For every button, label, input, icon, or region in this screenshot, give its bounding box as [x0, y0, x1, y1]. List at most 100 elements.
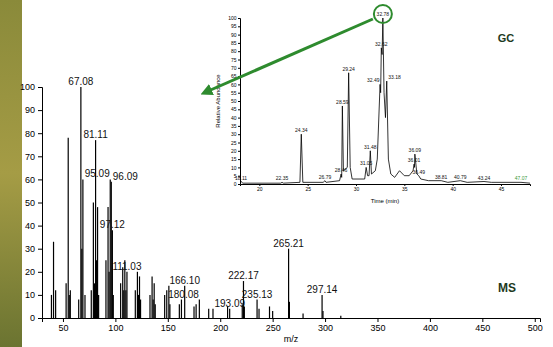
peak-label: 32.49 [367, 77, 380, 83]
peak [229, 309, 230, 318]
tick-label: 80 [25, 129, 35, 139]
tick-mark [38, 295, 42, 296]
peak-label: 97.12 [100, 219, 125, 230]
tick-label: 40 [231, 115, 237, 121]
tick-mark [238, 126, 240, 127]
peak [135, 290, 136, 318]
tick: 350 [370, 318, 385, 333]
tick: 50 [231, 98, 240, 104]
peak-label: 36.49 [412, 169, 425, 175]
tick-label: 100 [20, 82, 35, 92]
tick-label: 45 [499, 186, 505, 192]
peak-label: 235.13 [242, 289, 273, 300]
tick-label: 95 [231, 23, 237, 29]
peak [199, 300, 200, 318]
tick-mark [38, 156, 42, 157]
tick-mark [238, 109, 240, 110]
peak [91, 290, 92, 318]
tick-label: 40 [25, 221, 35, 231]
tick-label: 150 [161, 323, 176, 333]
peak [149, 295, 150, 318]
tick-label: 55 [231, 90, 237, 96]
tick: 90 [231, 32, 240, 38]
panel [22, 0, 553, 347]
tick-mark [238, 184, 240, 185]
peak [181, 300, 182, 318]
tick: 100 [228, 15, 240, 21]
peak-label: 40.79 [454, 174, 467, 180]
peak-label: 33.18 [388, 74, 401, 80]
tick-mark [238, 84, 240, 85]
tick-label: 15 [231, 156, 237, 162]
tick-label: 300 [318, 323, 333, 333]
peak [272, 311, 273, 318]
peak [196, 304, 197, 318]
tick-label: 400 [423, 323, 438, 333]
chart-title: MS [498, 281, 516, 295]
tick-label: 350 [370, 323, 385, 333]
peak [155, 304, 156, 318]
tick-mark [115, 318, 116, 322]
peak [51, 295, 52, 318]
tick-label: 250 [266, 323, 281, 333]
tick: 10 [231, 165, 240, 171]
axis: 50100150200250300350400450500 [43, 318, 543, 333]
peak [55, 290, 56, 318]
tick-label: 200 [213, 323, 228, 333]
tick-mark [168, 318, 169, 322]
peak [322, 311, 323, 318]
tick: 0 [234, 181, 240, 187]
tick-label: 20 [231, 148, 237, 154]
tick-label: 85 [231, 40, 237, 46]
peak [269, 306, 270, 318]
peak [153, 300, 154, 318]
tick-label: 60 [231, 82, 237, 88]
tick-label: 90 [25, 105, 35, 115]
tick-mark [535, 318, 536, 322]
peak-label: 222.17 [228, 270, 259, 281]
peak [139, 276, 140, 318]
peak [112, 230, 113, 318]
tick: 0 [30, 313, 42, 323]
tick-mark [325, 318, 326, 322]
chart: 2025303540450510152025303540455055606570… [205, 3, 540, 210]
tick-label: 80 [231, 48, 237, 54]
axis: 0102030405060708090100 [20, 82, 43, 323]
tick-mark [238, 26, 240, 27]
peak-label: 22.35 [276, 175, 289, 181]
tick-label: 20 [25, 267, 35, 277]
tick-mark [430, 318, 431, 322]
tick: 100 [20, 82, 42, 92]
peak-label: 32.62 [375, 41, 388, 47]
tick-mark [38, 133, 42, 134]
peak [169, 304, 170, 318]
tick: 60 [25, 175, 42, 185]
tick-mark [38, 110, 42, 111]
peak [110, 179, 111, 318]
tick: 70 [231, 65, 240, 71]
peak-label: 111.03 [112, 261, 142, 272]
peak [66, 283, 67, 318]
peak-label: 28.59 [336, 99, 349, 105]
tick-label: 100 [108, 323, 123, 333]
tick: 450 [475, 318, 490, 333]
tick-mark [238, 143, 240, 144]
tick: 40 [450, 184, 456, 192]
tick-label: 50 [231, 98, 237, 104]
peak [78, 300, 79, 318]
tick-label: 60 [25, 175, 35, 185]
peak [140, 300, 141, 318]
tick: 70 [25, 152, 42, 162]
tick-label: 450 [475, 323, 490, 333]
tick: 50 [25, 198, 42, 208]
peak [120, 283, 121, 318]
tick: 35 [402, 184, 408, 192]
tick-mark [238, 60, 240, 61]
tick: 30 [354, 184, 360, 192]
tick-mark [38, 203, 42, 204]
background [0, 0, 553, 347]
peak-label: 24.34 [295, 127, 308, 133]
tick-mark [220, 318, 221, 322]
tick: 35 [231, 123, 240, 129]
peak [108, 272, 109, 318]
